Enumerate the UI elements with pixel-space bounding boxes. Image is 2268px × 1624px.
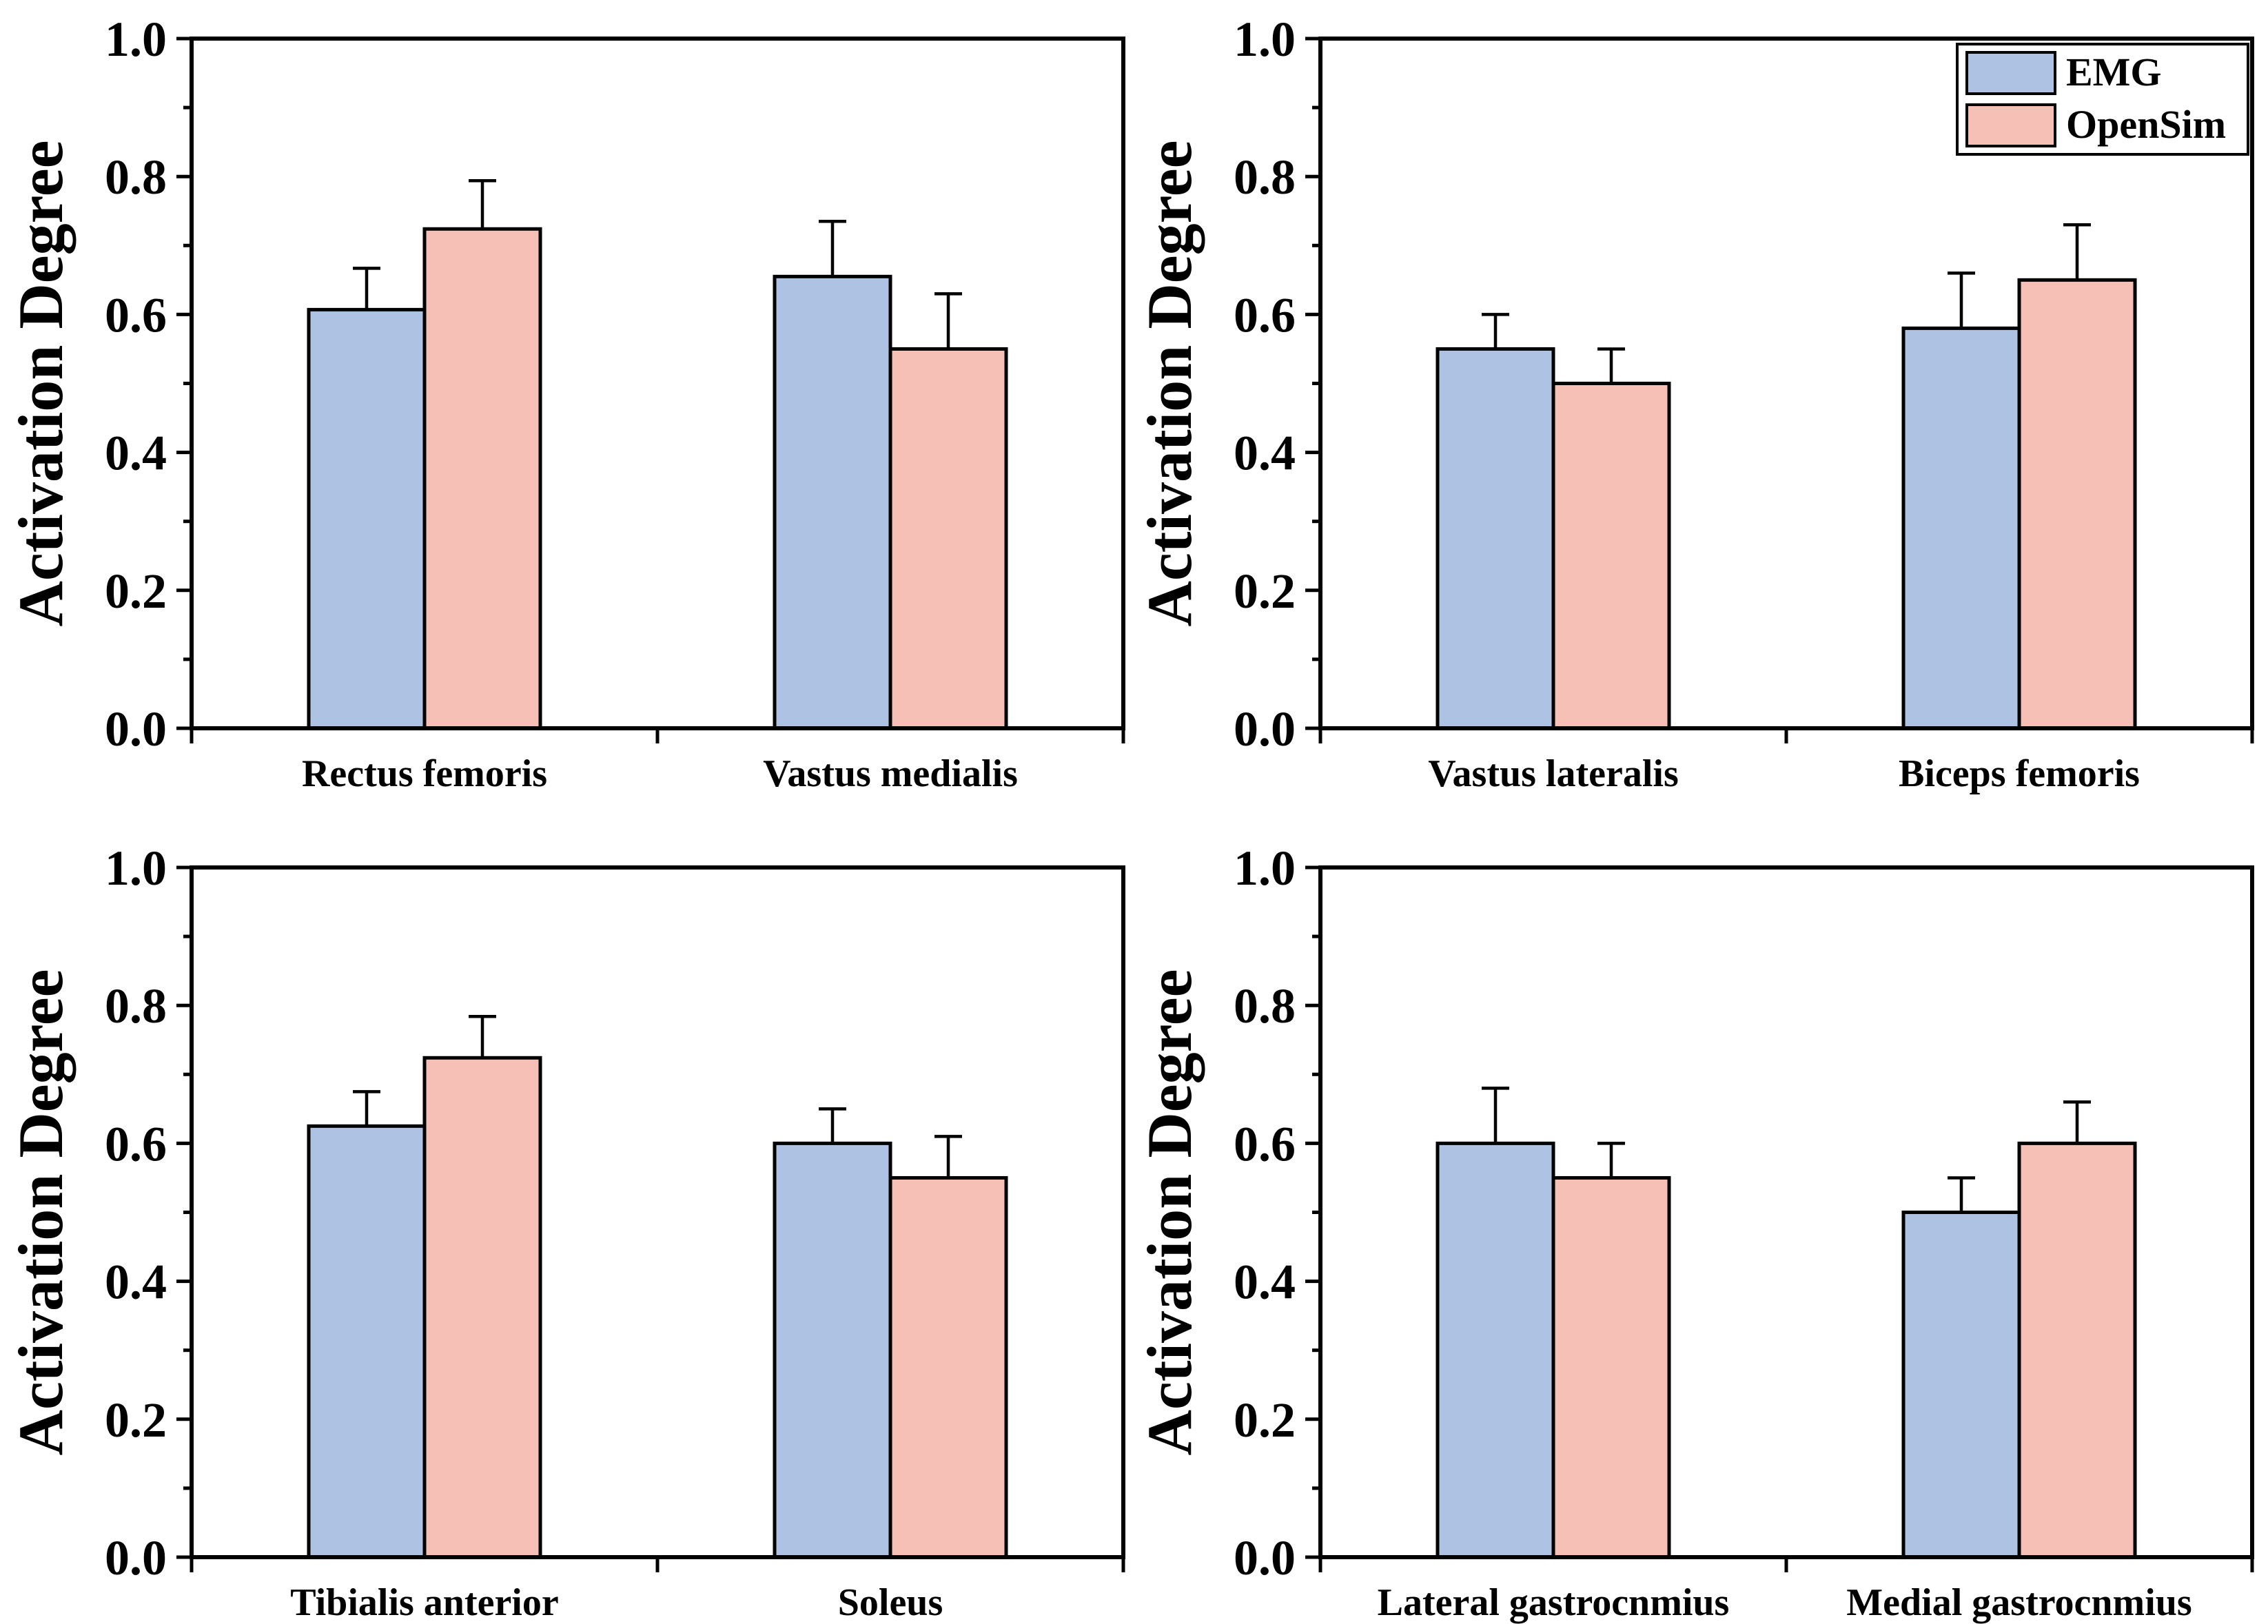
bar-opensim-1 <box>422 1056 542 1559</box>
category-label: Soleus <box>838 1581 943 1624</box>
bar-emg-1 <box>307 307 427 730</box>
y-tick-label: 1.0 <box>105 12 167 67</box>
y-tick-label: 1.0 <box>105 841 167 896</box>
bar-emg-2 <box>773 1141 892 1559</box>
chart-panel-2: 0.0 0.2 0.4 0.6 0.8 1.0 Vastus lateralis Biceps… <box>1134 12 2254 795</box>
bar-opensim-2 <box>888 1175 1008 1559</box>
bar-opensim-1 <box>1551 1175 1671 1559</box>
category-label: Rectus femoris <box>302 752 547 795</box>
y-tick-label: 0.4 <box>105 1255 167 1310</box>
y-tick-label: 0.2 <box>1234 564 1296 619</box>
axis-frame <box>190 37 1125 730</box>
legend-label-opensim: OpenSim <box>2066 102 2226 147</box>
y-tick-label: 0.0 <box>105 701 167 757</box>
bar-opensim-1 <box>1551 382 1671 730</box>
category-label: Biceps femoris <box>1899 752 2140 795</box>
y-tick-label: 0.2 <box>1234 1392 1296 1448</box>
bar-emg-2 <box>1901 326 2021 730</box>
category-label: Medial gastrocnmius <box>1846 1581 2192 1624</box>
y-axis-title: Activation Degree <box>1134 141 1205 627</box>
chart-panel-1: 0.0 0.2 0.4 0.6 0.8 1.0 Rectus femoris Vastus m… <box>6 12 1125 795</box>
bar-emg-1 <box>1436 1141 1555 1559</box>
y-tick-label: 0.2 <box>105 1392 167 1448</box>
y-tick-label: 0.8 <box>1234 150 1296 205</box>
y-tick-label: 0.8 <box>105 150 167 205</box>
bar-emg-1 <box>307 1124 427 1559</box>
y-tick-label: 0.0 <box>1234 701 1296 757</box>
category-label: Vastus medialis <box>763 752 1018 795</box>
bar-opensim-2 <box>888 347 1008 730</box>
legend-label-emg: EMG <box>2066 50 2162 94</box>
category-label: Vastus lateralis <box>1428 752 1679 795</box>
y-tick-label: 0.8 <box>1234 978 1296 1034</box>
y-tick-label: 0.0 <box>105 1530 167 1585</box>
bar-emg-2 <box>773 274 892 730</box>
bar-emg-2 <box>1901 1211 2021 1559</box>
y-tick-label: 0.0 <box>1234 1530 1296 1585</box>
y-tick-label: 0.4 <box>1234 1255 1296 1310</box>
y-tick-label: 1.0 <box>1234 12 1296 67</box>
chart-panel-3: 0.0 0.2 0.4 0.6 0.8 1.0 Tibialis anterior Soleu… <box>6 841 1125 1624</box>
y-tick-label: 0.6 <box>1234 1116 1296 1171</box>
y-axis-title: Activation Degree <box>1134 969 1205 1456</box>
bar-opensim-1 <box>422 227 542 730</box>
category-label: Tibialis anterior <box>290 1581 558 1624</box>
y-tick-label: 0.4 <box>1234 426 1296 481</box>
legend-swatch-opensim <box>1965 103 2056 147</box>
y-axis-title: Activation Degree <box>6 141 76 627</box>
axis-frame <box>1318 865 2254 1559</box>
legend: EMG OpenSim <box>1956 43 2249 156</box>
y-tick-label: 0.6 <box>105 287 167 342</box>
category-label: Lateral gastrocnmius <box>1378 1581 1730 1624</box>
y-tick-label: 0.6 <box>105 1116 167 1171</box>
y-tick-label: 0.6 <box>1234 287 1296 342</box>
bar-opensim-2 <box>2017 278 2137 730</box>
bar-emg-1 <box>1436 347 1555 730</box>
y-tick-label: 1.0 <box>1234 841 1296 896</box>
y-tick-label: 0.8 <box>105 978 167 1034</box>
y-tick-label: 0.2 <box>105 564 167 619</box>
chart-panel-4: 0.0 0.2 0.4 0.6 0.8 1.0 Lateral gastrocnmius Me… <box>1134 841 2254 1624</box>
bar-opensim-2 <box>2017 1141 2137 1559</box>
legend-swatch-emg <box>1965 51 2056 95</box>
axis-frame <box>190 865 1125 1559</box>
axis-frame <box>1318 37 2254 730</box>
y-axis-title: Activation Degree <box>6 969 76 1456</box>
y-tick-label: 0.4 <box>105 426 167 481</box>
